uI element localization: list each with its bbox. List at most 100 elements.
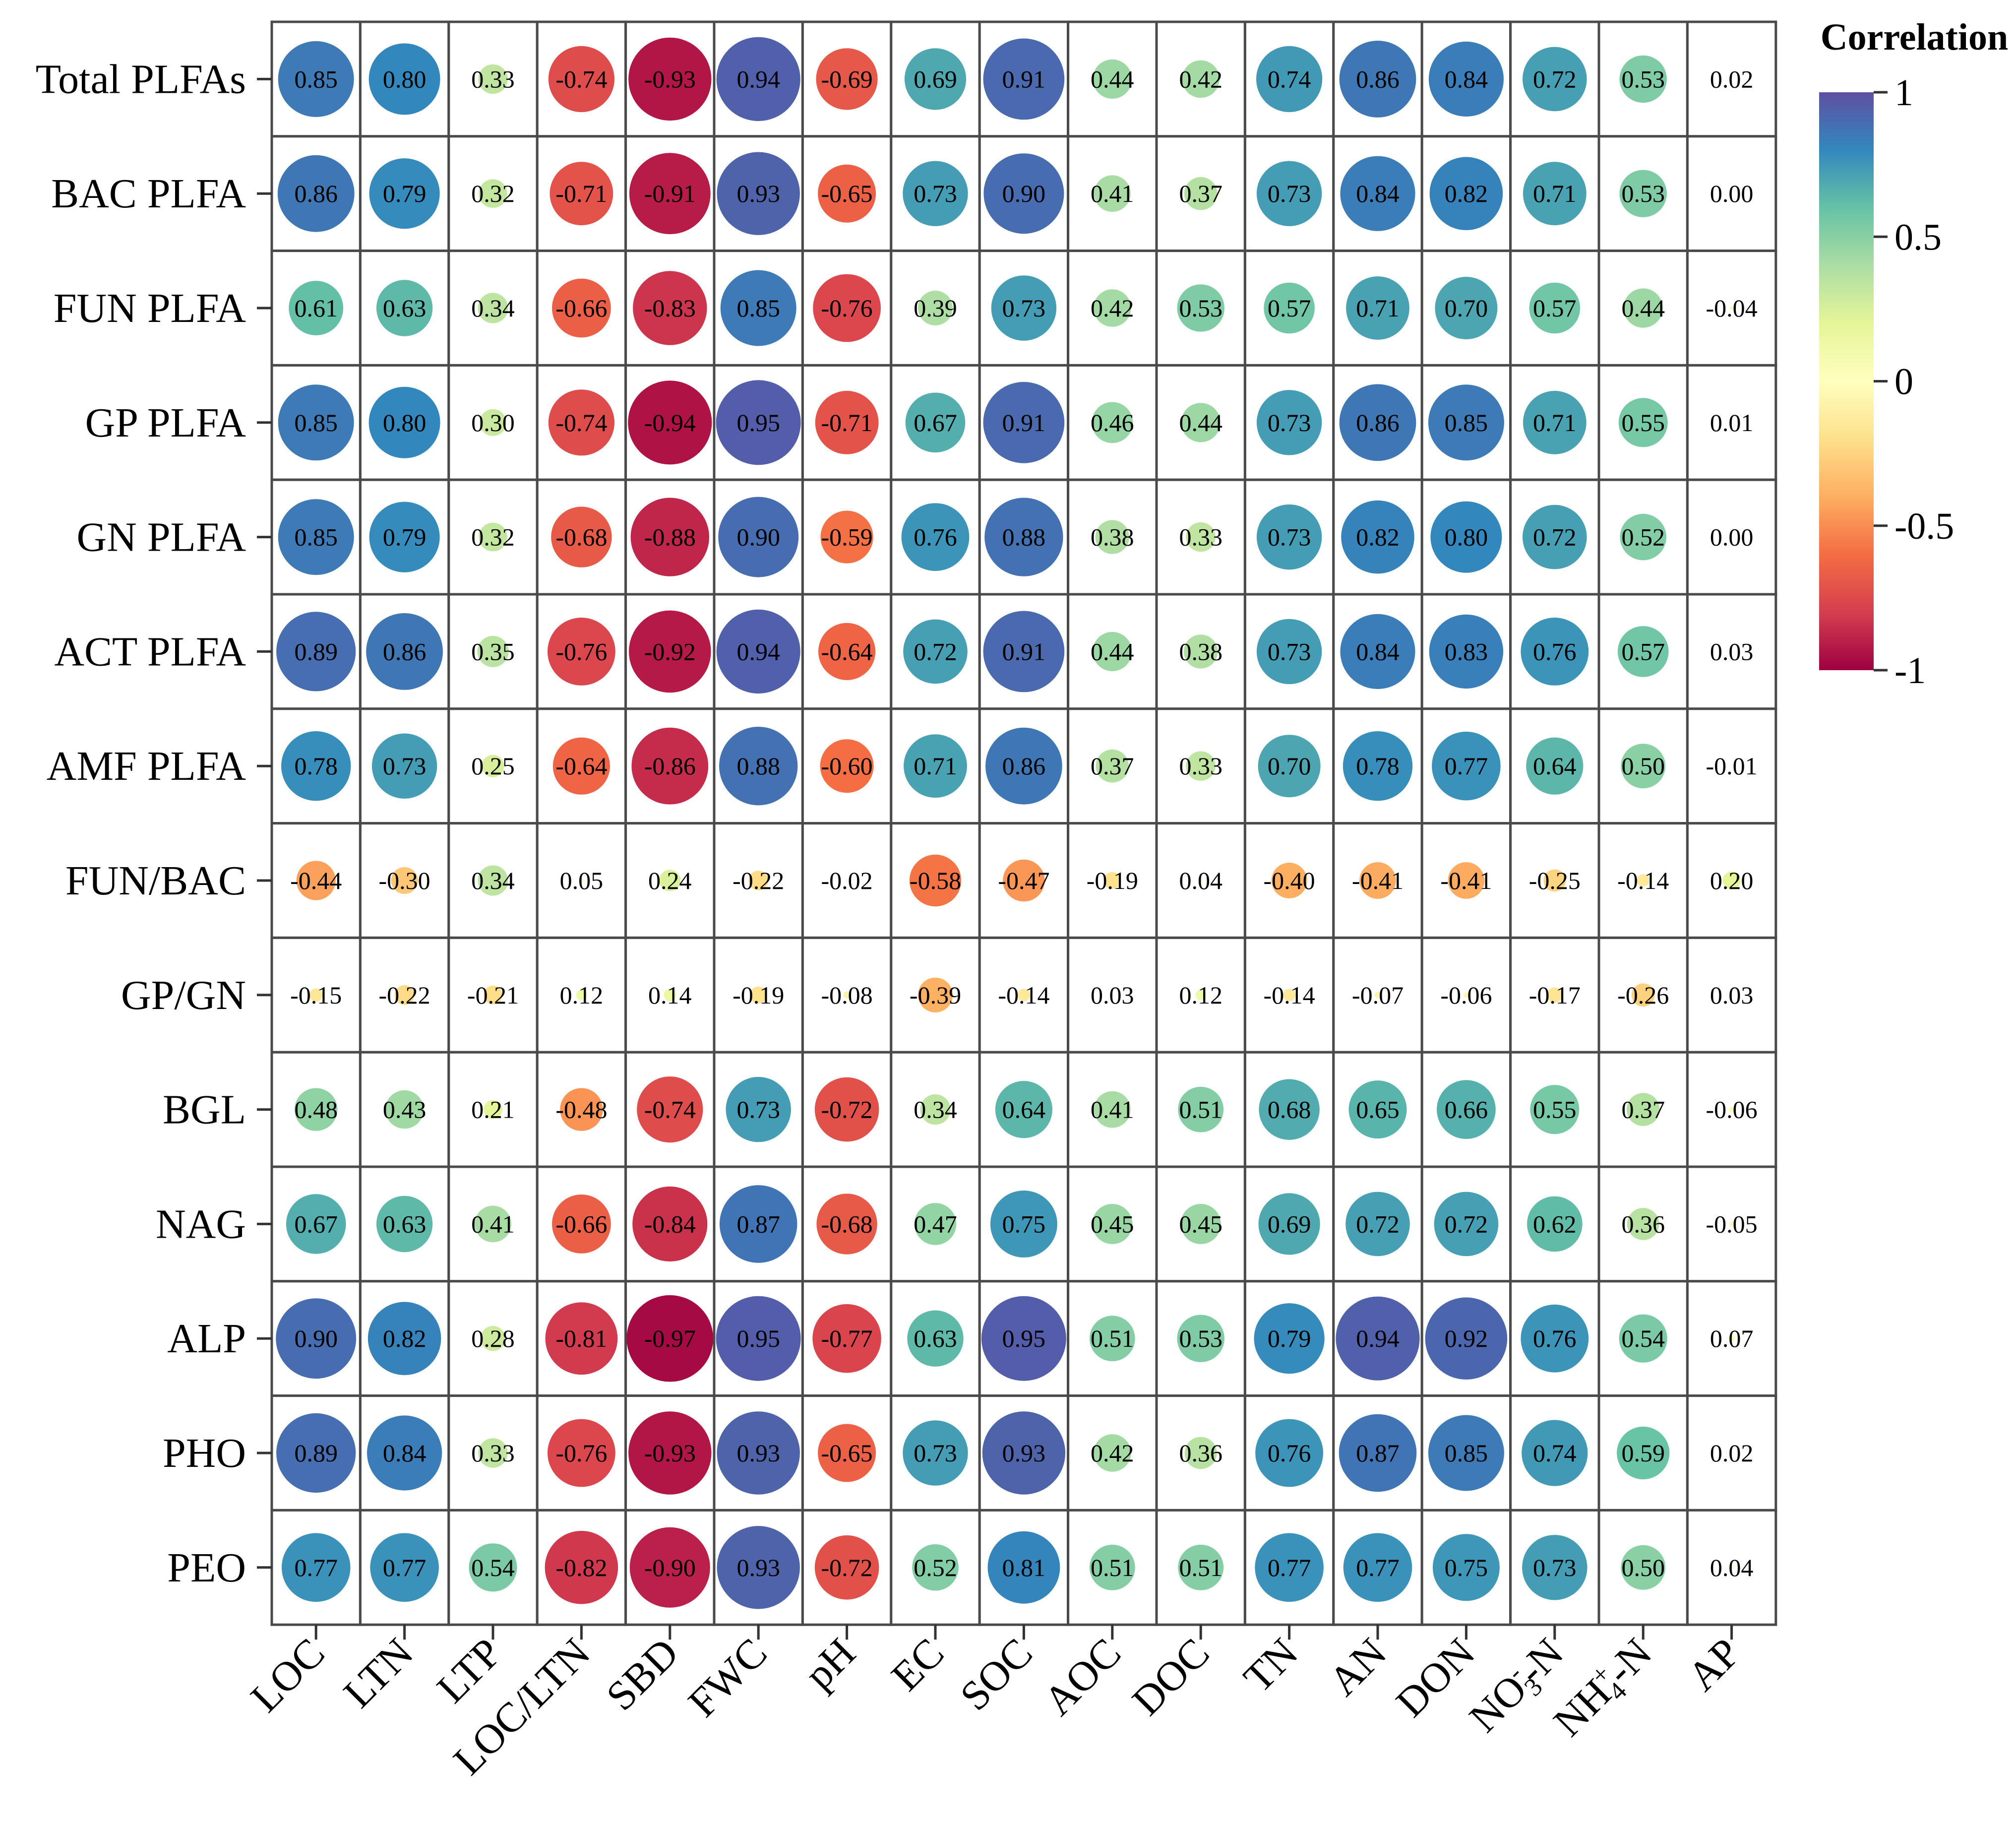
correlation-bubble [1523, 504, 1587, 569]
correlation-value: 0.84 [1445, 65, 1488, 93]
column-label: TN [1235, 1630, 1307, 1702]
correlation-bubble [726, 1076, 791, 1142]
correlation-bubble [576, 990, 587, 1001]
correlation-bubble [1346, 276, 1409, 340]
correlation-value: 0.76 [1268, 1439, 1311, 1467]
correlation-value: -0.01 [1706, 752, 1758, 780]
correlation-value: 0.82 [1356, 523, 1400, 551]
correlation-value: -0.71 [821, 409, 873, 437]
correlation-value: 0.80 [383, 409, 427, 437]
correlation-bubble [629, 1527, 710, 1608]
correlation-value: -0.60 [821, 752, 873, 780]
correlation-bubble [1617, 1426, 1670, 1480]
correlation-bubble [903, 619, 968, 684]
correlation-bubble [1619, 170, 1667, 217]
correlation-bubble [818, 623, 876, 680]
correlation-bubble [579, 878, 584, 883]
column-label: EC [883, 1630, 953, 1700]
row-label: BGL [163, 1087, 246, 1133]
correlation-value: -0.91 [644, 180, 696, 207]
matrix-cell [890, 1280, 981, 1397]
column-label: LOC [242, 1630, 334, 1721]
row-label: GP PLFA [85, 400, 246, 446]
correlation-value: 0.78 [1356, 752, 1400, 780]
correlation-value: 0.05 [560, 867, 604, 894]
correlation-value: 0.93 [736, 1554, 780, 1581]
correlation-bubble [1345, 1192, 1410, 1257]
correlation-bubble [552, 278, 611, 338]
correlation-value: -0.82 [555, 1554, 607, 1581]
correlation-value: 0.77 [1445, 752, 1488, 780]
correlation-bubble [1437, 1080, 1496, 1139]
correlation-value: 0.79 [383, 180, 427, 207]
matrix-cell [1686, 135, 1777, 252]
correlation-value: 0.36 [1179, 1439, 1222, 1467]
correlation-bubble [1177, 284, 1224, 332]
colorbar-legend: Correlation 1 0.5 0 -0.5 -1 [1819, 16, 2008, 692]
colorbar-tick-label: 0.5 [1894, 216, 1942, 258]
correlation-value: 0.32 [471, 180, 515, 207]
correlation-value: 0.72 [914, 637, 957, 665]
colorbar-ticks: 1 0.5 0 -0.5 -1 [1874, 72, 1954, 692]
correlation-bubble [903, 1420, 968, 1486]
correlation-value: 0.81 [1002, 1554, 1046, 1581]
correlation-bubble [278, 41, 354, 117]
row-label: BAC PLFA [51, 171, 246, 217]
correlation-value: 0.52 [1621, 523, 1665, 551]
correlation-value: 0.44 [1621, 294, 1665, 322]
correlation-bubble [552, 1195, 611, 1254]
correlation-value: 0.80 [1445, 523, 1488, 551]
matrix-cell [447, 1280, 539, 1397]
correlation-bubble [1340, 156, 1415, 231]
correlation-bubble [1374, 992, 1381, 999]
correlation-value: 0.79 [1268, 1324, 1311, 1352]
correlation-bubble [1256, 504, 1322, 570]
correlation-value: 0.53 [1621, 180, 1665, 207]
correlation-bubble [1336, 1296, 1420, 1381]
correlation-bubble [983, 153, 1064, 234]
row-label: GP/GN [121, 972, 246, 1018]
correlation-bubble [633, 271, 707, 345]
correlation-bubble [371, 733, 437, 799]
correlation-bubble [716, 37, 800, 122]
column-label-text: TN [1235, 1630, 1307, 1702]
correlation-bubble [1430, 501, 1502, 573]
correlation-bubble [1523, 390, 1587, 454]
row-labels: Total PLFAs BAC PLFA FUN PLFA GP PLFA GN PLF… [36, 56, 272, 1591]
correlation-value: 0.24 [648, 867, 692, 894]
correlation-value: 0.76 [1533, 637, 1577, 665]
correlation-bubble [1181, 403, 1221, 442]
correlation-bubble [366, 613, 443, 690]
correlation-bubble [1089, 1316, 1135, 1362]
correlation-bubble [1103, 872, 1121, 889]
correlation-bubble [1199, 879, 1203, 882]
correlation-bubble [719, 1185, 797, 1263]
correlation-bubble [475, 1205, 511, 1243]
correlation-value: 0.07 [1710, 1324, 1754, 1352]
correlation-value: 0.77 [1268, 1554, 1311, 1581]
correlation-value: -0.74 [644, 1096, 696, 1124]
correlation-value: 0.94 [736, 65, 780, 93]
correlation-bubble [552, 737, 610, 795]
correlation-bubble [1258, 735, 1321, 798]
correlation-bubble [917, 977, 953, 1012]
correlation-bubble [1729, 1221, 1734, 1226]
correlation-bubble [1259, 1079, 1320, 1140]
correlation-bubble [983, 38, 1065, 120]
correlation-value: 0.85 [294, 65, 338, 93]
correlation-bubble [984, 498, 1063, 576]
correlation-value: -0.26 [1617, 981, 1669, 1009]
correlation-value: -0.14 [998, 981, 1049, 1009]
correlation-value: 0.87 [736, 1210, 780, 1238]
correlation-bubble [1547, 987, 1563, 1003]
correlation-value: 0.33 [471, 1439, 515, 1467]
correlation-value: 0.67 [294, 1210, 338, 1238]
correlation-bubble [277, 155, 355, 232]
correlation-value: 0.55 [1533, 1096, 1577, 1124]
correlation-value: -0.74 [555, 65, 607, 93]
row-label: ACT PLFA [54, 629, 246, 675]
correlation-value: 0.73 [736, 1096, 780, 1124]
correlation-value: 0.76 [914, 523, 957, 551]
correlation-value: -0.41 [1352, 867, 1404, 894]
